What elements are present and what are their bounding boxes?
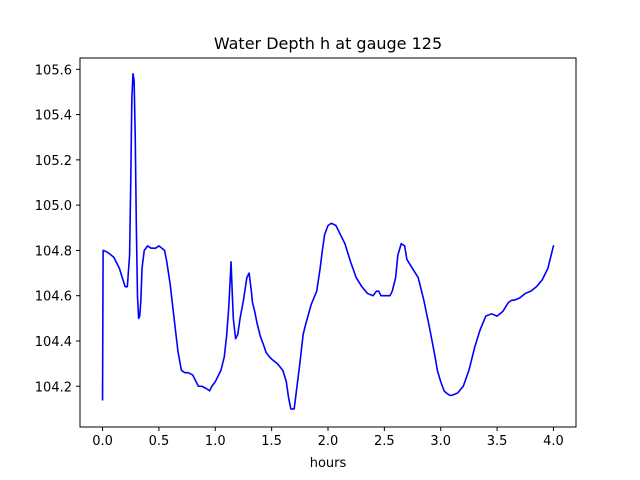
y-tick-label: 104.6: [35, 290, 72, 305]
x-tick-label: 2.5: [374, 434, 395, 449]
x-tick-label: 1.0: [205, 434, 226, 449]
plot-frame: [79, 57, 577, 428]
x-axis-label: hours: [310, 456, 347, 471]
x-tick-label: 0.5: [149, 434, 170, 449]
series-layer: [101, 73, 555, 410]
y-tick-label: 104.2: [35, 380, 72, 395]
x-tick-label: 0.0: [92, 434, 113, 449]
y-tick-label: 105.6: [35, 63, 72, 78]
x-tick-label: 4.0: [543, 434, 564, 449]
x-axis: 0.0 0.5 1.0 1.5 2.0 2.5 3.0 3.5 4.0: [92, 427, 564, 449]
chart-title: Water Depth h at gauge 125: [214, 34, 442, 53]
x-tick-label: 3.0: [430, 434, 451, 449]
y-axis: 104.2 104.4 104.6 104.8 105.0 105.2 105.4 105.6: [35, 63, 80, 395]
y-tick-label: 105.2: [35, 154, 72, 169]
x-tick-label: 1.5: [261, 434, 282, 449]
y-tick-label: 104.4: [35, 335, 72, 350]
y-tick-label: 105.0: [35, 199, 72, 214]
x-tick-label: 2.0: [318, 434, 339, 449]
y-tick-label: 104.8: [35, 244, 72, 259]
x-tick-label: 3.5: [487, 434, 508, 449]
series-line-0: [101, 73, 555, 410]
y-tick-label: 105.4: [35, 109, 72, 124]
